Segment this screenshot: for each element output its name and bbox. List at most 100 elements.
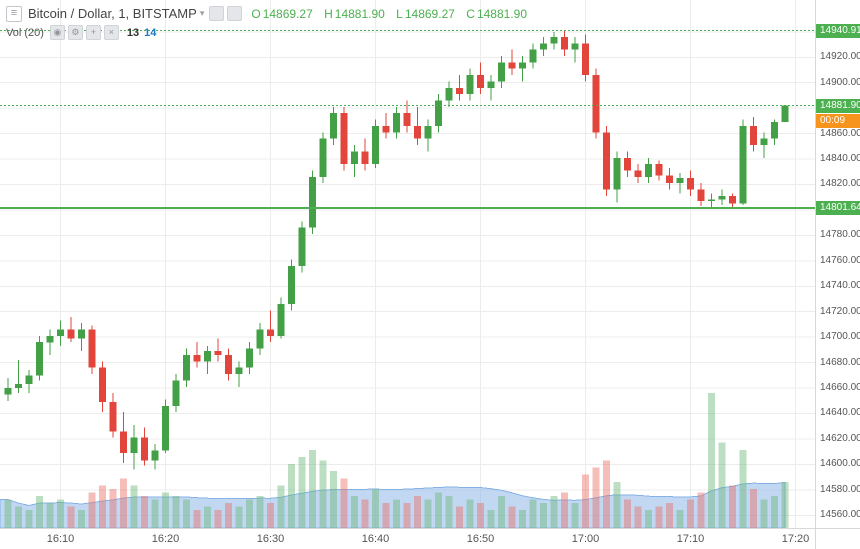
volume-bar: [529, 499, 537, 528]
candle-body: [403, 113, 411, 126]
candle-body: [277, 304, 285, 336]
candle-body: [435, 100, 442, 126]
countdown-badge: 00:09: [816, 113, 860, 128]
volume-bar: [78, 510, 85, 528]
chart-pane[interactable]: ≡ Bitcoin / Dollar, 1, BITSTAMP ▾ O 14869…: [0, 0, 815, 528]
support-badge: 14801.64: [816, 200, 860, 215]
candle-body: [676, 178, 684, 184]
open-label: O: [251, 6, 261, 21]
volume-bar: [435, 492, 442, 528]
candle-body: [109, 402, 117, 432]
candle-body: [25, 375, 33, 385]
time-tick-label: 16:40: [361, 533, 390, 545]
candle-body: [718, 195, 726, 200]
candle-body: [88, 329, 96, 368]
symbol-title[interactable]: Bitcoin / Dollar, 1, BITSTAMP: [28, 6, 197, 21]
volume-bar: [309, 449, 316, 528]
volume-value: 13: [126, 26, 140, 39]
candle-body: [288, 265, 295, 305]
last-price-badge: 14881.90: [816, 98, 860, 113]
candle-body: [624, 157, 631, 171]
volume-bar: [193, 510, 201, 528]
candle-body: [477, 75, 484, 88]
volume-bar: [141, 496, 148, 528]
volume-bar: [162, 492, 169, 528]
candle-body: [204, 351, 211, 362]
candle-body: [508, 62, 516, 69]
candle-body: [172, 380, 180, 406]
volume-bar: [267, 503, 274, 528]
volume-bar: [88, 492, 96, 528]
candle-body: [361, 151, 369, 165]
time-axis[interactable]: 16:10 16:20 16:30 16:40 16:50 17:00 17:10 17:20: [0, 528, 815, 549]
remove-indicator-icon[interactable]: ×: [103, 25, 119, 40]
volume-bar: [508, 506, 516, 528]
open-value: 14869.27: [262, 6, 313, 21]
volume-bar: [550, 496, 558, 528]
axis-corner: [815, 528, 860, 549]
hide-indicator-icon[interactable]: ◉: [49, 25, 65, 40]
time-tick-label: 16:30: [256, 533, 285, 545]
legend-action-icon-1[interactable]: [209, 6, 225, 21]
chevron-down-icon[interactable]: ▾: [199, 8, 205, 18]
volume-bar: [603, 460, 610, 528]
volume-bar: [277, 485, 285, 528]
price-tick-label: 14660.00: [820, 382, 860, 394]
candle-body: [36, 342, 43, 376]
candle-body: [193, 355, 201, 362]
candle-body: [645, 164, 652, 177]
candle-body: [519, 62, 526, 69]
legend-action-icon-2[interactable]: [227, 6, 243, 21]
candle-body: [424, 126, 432, 139]
candle-body: [582, 43, 589, 76]
candle-body: [655, 164, 663, 176]
volume-bar: [655, 506, 663, 528]
candle-body: [445, 87, 453, 101]
volume-bar: [781, 481, 789, 528]
volume-bar: [498, 496, 505, 528]
candle-body: [466, 75, 474, 95]
candle-body: [4, 388, 12, 395]
volume-bar: [319, 460, 327, 528]
volume-bar: [739, 449, 747, 528]
candle-body: [351, 151, 358, 165]
symbol-legend-row: ≡ Bitcoin / Dollar, 1, BITSTAMP ▾ O 14869…: [6, 4, 535, 23]
candle-body: [550, 36, 558, 44]
candle-body: [120, 431, 127, 453]
volume-bar: [120, 478, 127, 528]
chart-menu-icon[interactable]: ≡: [6, 5, 22, 22]
price-tick-label: 14920.00: [820, 51, 860, 63]
time-tick-label: 16:50: [466, 533, 495, 545]
volume-bar: [592, 467, 600, 528]
volume-bar: [351, 496, 358, 528]
candlestick-chart[interactable]: [0, 0, 815, 528]
indicator-settings-icon[interactable]: ⚙: [67, 25, 83, 40]
price-tick-label: 14840.00: [820, 153, 860, 165]
candle-body: [298, 227, 306, 266]
volume-bar: [25, 510, 33, 528]
volume-bar: [582, 474, 589, 528]
candle-body: [634, 170, 642, 177]
ohlc-readout: O 14869.27 H 14881.90 L 14869.27 C 14881.90: [251, 7, 535, 21]
candle-body: [708, 199, 715, 201]
volume-bar: [214, 510, 222, 528]
candle-body: [330, 113, 337, 139]
volume-legend-row: Vol (20) ◉ ⚙ + × 13 14: [6, 23, 535, 42]
price-tick-label: 14900.00: [820, 76, 860, 88]
candle-body: [57, 329, 64, 336]
indicator-add-icon[interactable]: +: [85, 25, 101, 40]
candle-body: [225, 355, 232, 375]
volume-bar: [340, 478, 348, 528]
volume-bar: [4, 499, 12, 528]
candle-body: [739, 126, 747, 204]
volume-bar: [393, 499, 400, 528]
price-tick-label: 14620.00: [820, 432, 860, 444]
candle-body: [67, 329, 75, 339]
volume-bar: [67, 506, 75, 528]
price-tick-label: 14640.00: [820, 407, 860, 419]
candle-body: [603, 132, 610, 190]
price-axis[interactable]: 14560.00 14580.00 14600.00 14620.00 14640.00…: [815, 0, 860, 528]
volume-bar: [645, 510, 652, 528]
candle-body: [781, 105, 789, 122]
volume-indicator-label[interactable]: Vol (20): [6, 26, 44, 39]
